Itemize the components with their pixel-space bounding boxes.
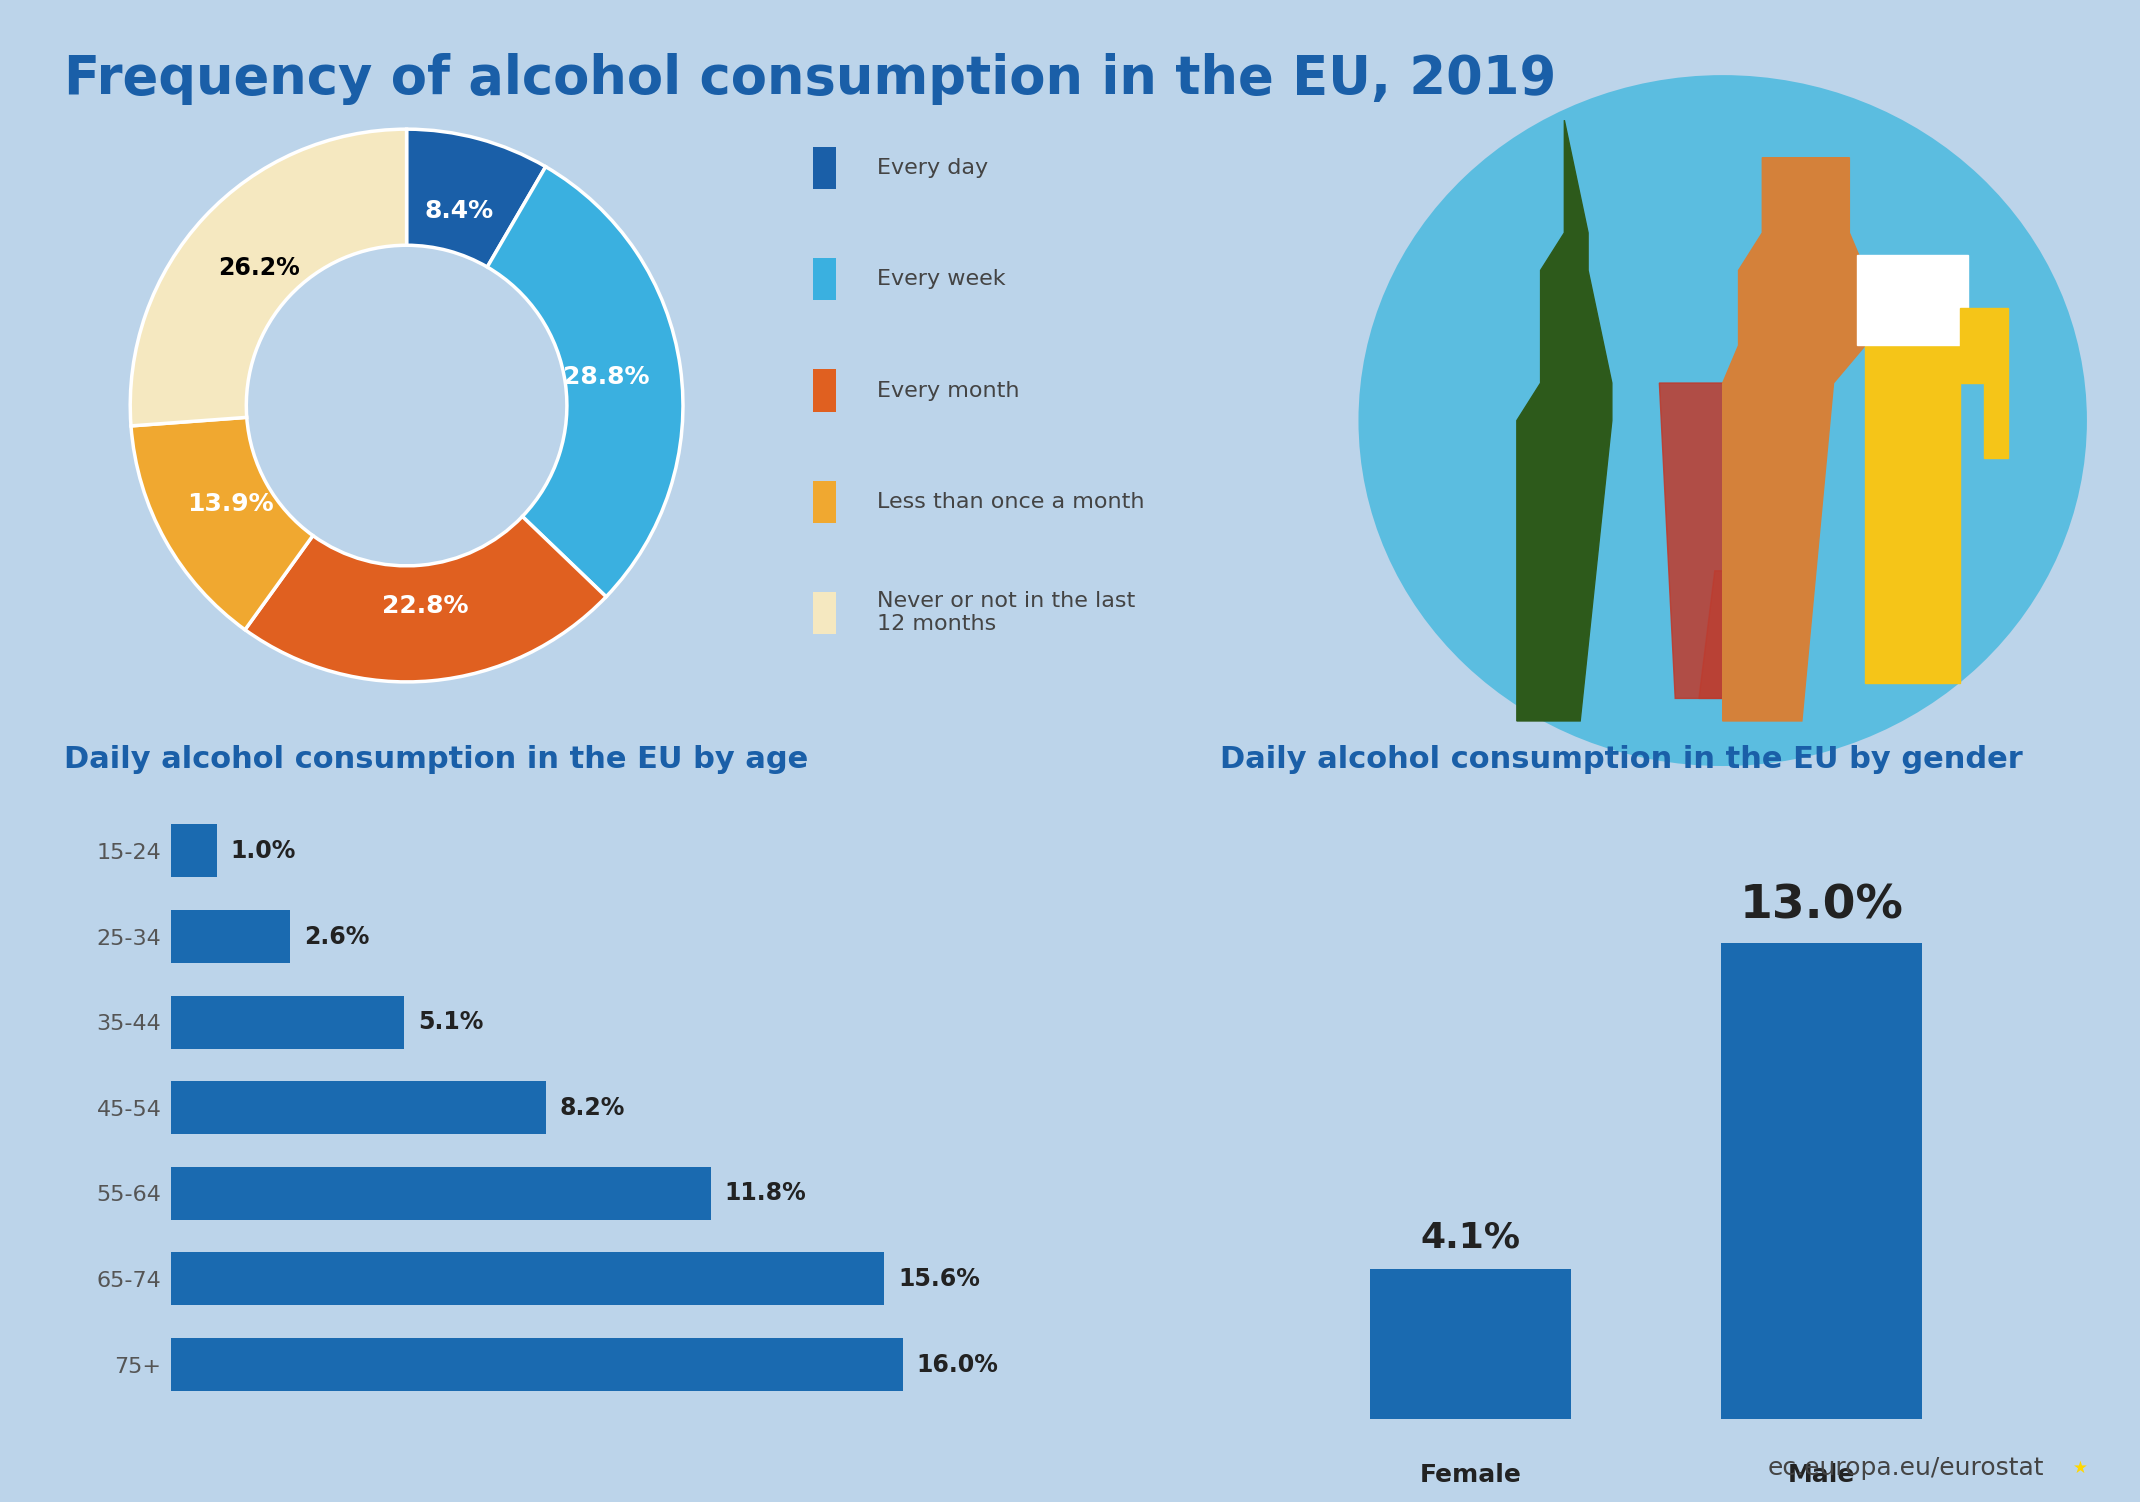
FancyBboxPatch shape — [813, 592, 837, 634]
Polygon shape — [1866, 308, 1960, 683]
Text: 26.2%: 26.2% — [218, 257, 300, 281]
Text: 22.8%: 22.8% — [381, 595, 469, 619]
Bar — [171, 1253, 884, 1305]
FancyBboxPatch shape — [813, 369, 837, 412]
Bar — [171, 1338, 903, 1391]
Text: Every day: Every day — [877, 158, 989, 179]
Polygon shape — [1960, 308, 2007, 458]
Text: Never or not in the last
12 months: Never or not in the last 12 months — [877, 592, 1136, 634]
Text: 8.2%: 8.2% — [561, 1096, 625, 1119]
Bar — [171, 996, 404, 1048]
Text: 5.1%: 5.1% — [417, 1011, 484, 1033]
Bar — [1370, 1269, 1571, 1419]
Text: Daily alcohol consumption in the EU by gender: Daily alcohol consumption in the EU by g… — [1220, 745, 2022, 774]
Text: 1.0%: 1.0% — [231, 840, 295, 864]
Text: 28.8%: 28.8% — [563, 365, 651, 389]
Wedge shape — [131, 418, 312, 629]
Text: Every week: Every week — [877, 269, 1006, 290]
Text: 4.1%: 4.1% — [1421, 1221, 1522, 1254]
Text: Daily alcohol consumption in the EU by age: Daily alcohol consumption in the EU by a… — [64, 745, 809, 774]
Bar — [1721, 943, 1922, 1419]
Text: 8.4%: 8.4% — [424, 198, 494, 222]
FancyBboxPatch shape — [813, 481, 837, 523]
Circle shape — [1359, 75, 2086, 766]
Polygon shape — [1858, 255, 1969, 345]
Bar — [171, 910, 291, 963]
Text: Male: Male — [1787, 1463, 1855, 1487]
FancyBboxPatch shape — [813, 258, 837, 300]
Text: ★: ★ — [2074, 1458, 2086, 1476]
Text: 16.0%: 16.0% — [916, 1352, 997, 1376]
Text: 2.6%: 2.6% — [304, 925, 370, 949]
Polygon shape — [1699, 571, 1746, 698]
Text: ec.europa.eu/eurostat: ec.europa.eu/eurostat — [1768, 1457, 2044, 1479]
Text: Every month: Every month — [877, 380, 1021, 401]
Text: Female: Female — [1419, 1463, 1522, 1487]
Polygon shape — [1517, 120, 1611, 721]
Text: Less than once a month: Less than once a month — [877, 491, 1145, 512]
Bar — [171, 825, 216, 877]
Text: 15.6%: 15.6% — [899, 1266, 980, 1290]
Text: 11.8%: 11.8% — [723, 1182, 807, 1205]
Text: 13.9%: 13.9% — [186, 493, 274, 517]
Bar — [171, 1167, 710, 1220]
Text: 13.0%: 13.0% — [1740, 883, 1902, 928]
Wedge shape — [407, 129, 546, 267]
FancyBboxPatch shape — [813, 147, 837, 189]
Polygon shape — [1658, 383, 1787, 698]
Wedge shape — [131, 129, 407, 427]
Wedge shape — [244, 517, 606, 682]
Text: Frequency of alcohol consumption in the EU, 2019: Frequency of alcohol consumption in the … — [64, 53, 1556, 105]
Polygon shape — [1723, 158, 1866, 721]
Wedge shape — [488, 167, 683, 596]
Bar — [171, 1081, 546, 1134]
